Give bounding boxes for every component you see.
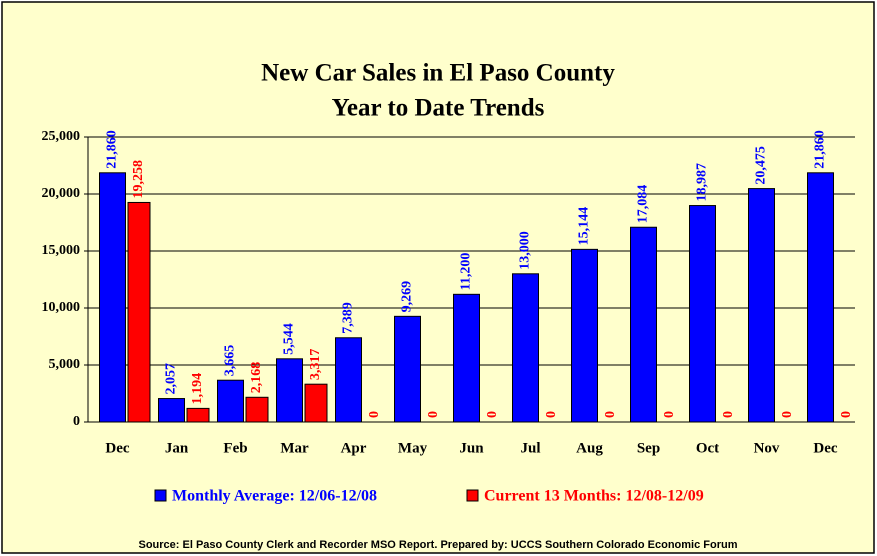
bar [689, 205, 716, 423]
data-label: 9,269 [400, 281, 415, 313]
y-tick-label: 5,000 [49, 357, 81, 372]
chart-title: New Car Sales in El Paso County [261, 60, 615, 87]
bar [335, 337, 362, 423]
bar [512, 273, 539, 423]
x-tick-label: Dec [105, 440, 129, 456]
data-label: 0 [721, 411, 736, 418]
bar [571, 248, 598, 423]
data-label: 17,084 [636, 185, 651, 224]
data-label: 0 [426, 411, 441, 418]
bar [630, 226, 657, 423]
bar [186, 407, 210, 423]
data-label: 0 [780, 411, 795, 418]
y-tick-label: 10,000 [42, 300, 81, 315]
x-tick-label: Dec [813, 440, 837, 456]
data-label: 13,000 [518, 231, 533, 270]
data-label: 0 [603, 411, 618, 418]
data-label: 11,200 [459, 253, 474, 291]
data-label: 7,389 [341, 302, 356, 334]
legend-label: Current 13 Months: 12/08-12/09 [484, 488, 704, 505]
y-tick-label: 15,000 [42, 243, 81, 258]
data-label: 15,144 [577, 207, 592, 246]
data-label: 2,057 [164, 363, 179, 395]
bar [245, 396, 269, 423]
data-label: 0 [485, 411, 500, 418]
data-label: 18,987 [695, 163, 710, 202]
x-tick-label: Feb [223, 440, 247, 456]
x-tick-label: Jul [520, 440, 540, 456]
legend-label: Monthly Average: 12/06-12/08 [172, 488, 377, 505]
bar [276, 358, 303, 423]
data-label: 21,860 [813, 130, 828, 169]
data-label: 3,665 [223, 345, 238, 377]
bar [158, 398, 185, 423]
bar [807, 172, 834, 423]
bar [453, 293, 480, 423]
data-label: 0 [839, 411, 854, 418]
y-tick-label: 25,000 [42, 129, 81, 144]
y-tick-label: 20,000 [42, 186, 81, 201]
x-tick-label: Aug [576, 440, 603, 456]
bar [304, 383, 328, 423]
bar [394, 315, 421, 423]
x-tick-label: Oct [696, 440, 719, 456]
x-tick-label: May [398, 440, 428, 456]
data-label: 0 [367, 411, 382, 418]
data-label: 21,860 [105, 130, 120, 169]
data-label: 3,317 [308, 349, 323, 381]
x-tick-label: Sep [637, 440, 660, 456]
data-label: 20,475 [754, 146, 769, 185]
data-label: 1,194 [190, 373, 205, 405]
data-label: 19,258 [131, 160, 146, 199]
source-note: Source: El Paso County Clerk and Recorde… [139, 539, 738, 551]
chart-title: Year to Date Trends [332, 95, 545, 122]
x-tick-label: Apr [341, 440, 367, 456]
bar [217, 379, 244, 423]
data-label: 0 [662, 411, 677, 418]
data-label: 5,544 [282, 323, 297, 355]
x-tick-label: Nov [754, 440, 780, 456]
bar [99, 172, 126, 423]
legend-swatch [466, 489, 479, 502]
bar [127, 201, 151, 423]
bar [748, 188, 775, 423]
x-tick-label: Jan [165, 440, 189, 456]
y-tick-label: 0 [73, 414, 80, 429]
legend-swatch [154, 489, 167, 502]
data-label: 2,168 [249, 362, 264, 394]
x-tick-label: Mar [280, 440, 309, 456]
x-tick-label: Jun [459, 440, 484, 456]
data-label: 0 [544, 411, 559, 418]
